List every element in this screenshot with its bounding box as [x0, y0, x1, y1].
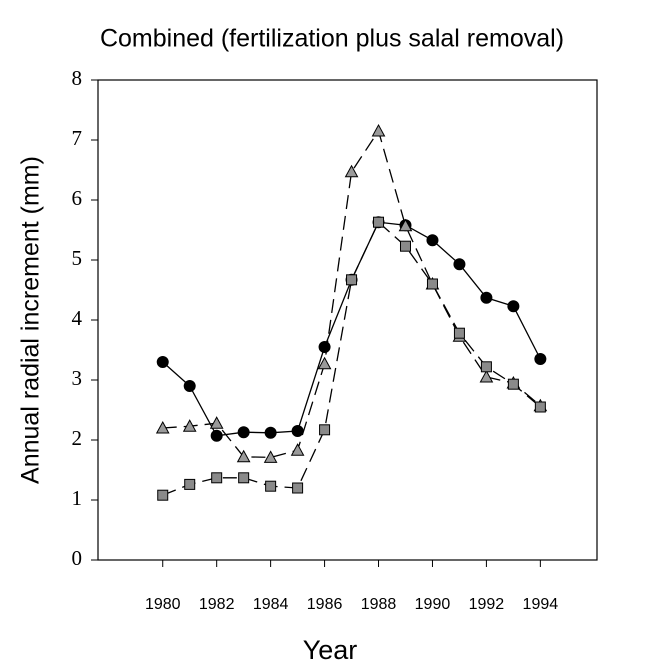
y-tick-label: 6 — [72, 186, 83, 210]
point — [291, 425, 304, 437]
point — [264, 426, 277, 439]
point — [157, 489, 169, 501]
x-tick-label: 1990 — [415, 596, 451, 613]
point — [344, 164, 359, 178]
point — [211, 472, 223, 484]
point — [479, 369, 494, 383]
point — [236, 449, 251, 463]
point — [155, 420, 170, 434]
y-tick-label: 4 — [72, 306, 83, 330]
point — [426, 234, 439, 247]
point — [426, 278, 438, 290]
point — [453, 327, 465, 339]
y-tick-label: 0 — [72, 546, 83, 570]
y-tick-label: 7 — [72, 126, 83, 150]
point — [210, 429, 223, 442]
x-tick-label: 1980 — [145, 596, 181, 613]
y-tick-label: 8 — [72, 66, 83, 90]
point — [534, 353, 547, 365]
point — [290, 443, 305, 456]
series-line — [162, 221, 541, 496]
y-tick-label: 1 — [72, 486, 83, 510]
point — [238, 472, 250, 484]
y-tick-label: 3 — [72, 366, 83, 390]
y-tick-label: 2 — [72, 426, 83, 450]
point — [319, 424, 331, 436]
point — [209, 416, 224, 429]
point — [346, 274, 358, 286]
point — [183, 380, 196, 392]
series-line — [162, 221, 541, 437]
chart-title: Combined (fertilization plus salal remov… — [100, 25, 564, 53]
x-tick-label: 1984 — [253, 596, 289, 613]
point — [480, 361, 492, 373]
point — [371, 123, 386, 137]
plot-frame — [97, 79, 598, 561]
point — [373, 216, 385, 228]
x-tick-label: 1992 — [469, 596, 505, 613]
y-tick-label: 5 — [72, 246, 83, 270]
point — [263, 450, 278, 463]
x-tick-label: 1986 — [307, 596, 343, 613]
y-axis-label: Annual radial increment (mm) — [17, 156, 45, 484]
point — [453, 258, 466, 271]
x-axis-label: Year — [303, 635, 358, 665]
point — [156, 356, 169, 368]
x-tick-label: 1988 — [361, 596, 397, 613]
point — [237, 426, 250, 439]
point — [507, 378, 519, 390]
point — [317, 356, 332, 370]
point — [399, 240, 411, 252]
point — [265, 480, 277, 492]
point — [184, 478, 196, 490]
series-line — [162, 129, 541, 459]
point — [507, 300, 520, 313]
point — [534, 401, 546, 413]
x-tick-label: 1994 — [523, 596, 559, 613]
point — [182, 419, 197, 432]
point — [398, 218, 413, 232]
point — [318, 341, 331, 353]
x-tick-label: 1982 — [199, 596, 235, 613]
point — [480, 291, 493, 304]
point — [292, 482, 304, 494]
